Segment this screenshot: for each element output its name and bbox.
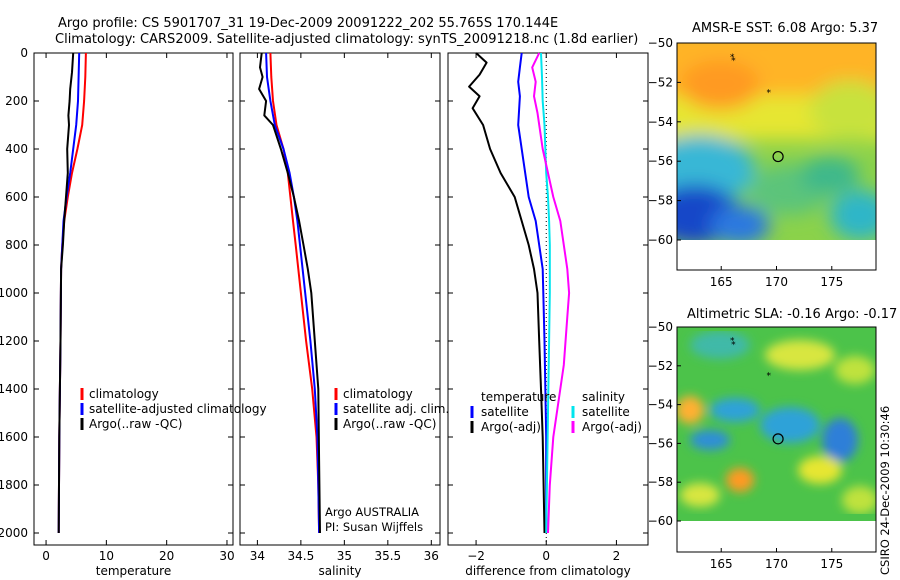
difference-series-temperature-satellite — [517, 52, 548, 533]
sst_map-track-marker: * — [767, 88, 772, 98]
difference-xlabel: difference from climatology — [465, 564, 631, 578]
salinity-series-argo-raw-qc — [258, 52, 321, 534]
salinity-series-satellite-adj-clim — [265, 52, 321, 534]
difference-xtick-label: 2 — [613, 549, 621, 563]
sla_map-track-marker: * — [731, 340, 736, 350]
temperature-xtick-label: 30 — [219, 549, 234, 563]
temperature-ytick-label: 0 — [20, 46, 28, 60]
salinity-xtick-label: 34 — [250, 549, 265, 563]
salinity-xtick-label: 36 — [424, 549, 439, 563]
sst_map-ytick-label: −60 — [648, 233, 673, 247]
sla-map-title: Altimetric SLA: -0.16 Argo: -0.17 — [687, 307, 897, 322]
temperature-ytick-label: 2000 — [0, 526, 28, 540]
difference-legend-group-title: temperature — [481, 390, 556, 404]
salinity-xtick-label: 35.5 — [374, 549, 401, 563]
sst_map-ytick-label: −54 — [648, 115, 673, 129]
sst_map-track-marker: * — [731, 57, 736, 67]
sst_map-xtick-label: 170 — [765, 275, 788, 289]
sla_map-profile-marker — [772, 433, 784, 445]
header-line2: Climatology: CARS2009. Satellite-adjuste… — [55, 32, 638, 47]
sla_map-ytick-label: −52 — [648, 359, 673, 373]
temperature-ytick-label: 1200 — [0, 334, 28, 348]
temperature-legend-label: satellite-adjusted climatology — [89, 402, 267, 416]
salinity-xtick-label: 34.5 — [288, 549, 315, 563]
sla_map-track-marker: * — [767, 372, 772, 382]
temperature-xtick-label: 0 — [42, 549, 50, 563]
sst_map-ytick-label: −58 — [648, 194, 673, 208]
header-line1: Argo profile: CS 5901707_31 19-Dec-2009 … — [58, 16, 558, 31]
salinity-legend-label: satellite adj. clim. — [343, 402, 449, 416]
pi-label: PI: Susan Wijffels — [325, 520, 423, 534]
temperature-ytick-label: 1400 — [0, 382, 28, 396]
temperature-legend-label: climatology — [89, 387, 159, 401]
argo-australia-label: Argo AUSTRALIA — [325, 505, 419, 519]
temperature-panel: 0 10 20 30 temperature 0 200 400 600 800 1000 1200 1… — [0, 46, 267, 578]
salinity-xtick-label: 35 — [337, 549, 352, 563]
difference-legend-label: satellite — [481, 405, 529, 419]
sla_map-ytick-label: −60 — [648, 514, 673, 528]
temperature-ytick-label: 1800 — [0, 478, 28, 492]
difference-legend-label: satellite — [582, 405, 630, 419]
difference-xtick-label: −2 — [467, 549, 485, 563]
difference-legend-label: Argo(-adj) — [582, 420, 642, 434]
sla_map-ytick-label: −54 — [648, 398, 673, 412]
temperature-ytick-label: 800 — [5, 238, 28, 252]
difference-axes-frame — [447, 52, 649, 546]
difference-series-salinity-argo-adj — [531, 52, 571, 534]
temperature-legend-label: Argo(..raw -QC) — [89, 417, 182, 431]
sla_map-xtick-label: 175 — [820, 557, 843, 571]
temperature-series-climatology — [57, 52, 87, 534]
sst-map-title: AMSR-E SST: 6.08 Argo: 5.37 — [692, 21, 878, 36]
sst_map-ytick-label: −56 — [648, 154, 673, 168]
sst-field — [677, 43, 876, 240]
salinity-xlabel: salinity — [318, 564, 361, 578]
temperature-xtick-label: 10 — [99, 549, 114, 563]
difference-legend-label: Argo(-adj) — [481, 420, 541, 434]
sla_map-ytick-label: −56 — [648, 436, 673, 450]
difference-series-temperature-argo-adj — [468, 52, 546, 534]
sla_map-xtick-label: 165 — [710, 557, 733, 571]
sla-field — [677, 327, 876, 521]
temperature-ytick-label: 600 — [5, 190, 28, 204]
difference-series-salinity-satellite — [540, 52, 551, 534]
temperature-axes-frame — [33, 52, 234, 546]
sst_map-track-marker: * — [730, 53, 735, 63]
sla_map-ytick-label: −58 — [648, 475, 673, 489]
sst_map-xtick-label: 165 — [710, 275, 733, 289]
sla_map-ytick-label: −50 — [648, 320, 673, 334]
temperature-ytick-label: 200 — [5, 94, 28, 108]
sla_map-xtick-label: 170 — [765, 557, 788, 571]
sla_map-track-marker: * — [730, 337, 735, 347]
salinity-series-climatology — [269, 52, 321, 534]
credit-label: CSIRO 24-Dec-2009 10:30:46 — [878, 406, 892, 575]
salinity-legend-label: Argo(..raw -QC) — [343, 417, 436, 431]
sst_map-profile-marker — [772, 150, 784, 163]
sst_map-xtick-label: 175 — [820, 275, 843, 289]
temperature-xtick-label: 20 — [159, 549, 174, 563]
salinity-legend-label: climatology — [343, 387, 413, 401]
sst_map-ytick-label: −52 — [648, 75, 673, 89]
temperature-ytick-label: 1600 — [0, 430, 28, 444]
salinity-panel: 34 34.5 35 35.5 36 salinity climatologysatelli… — [239, 52, 449, 578]
salinity-axes-frame — [239, 52, 441, 546]
temperature-ytick-label: 1000 — [0, 286, 28, 300]
temperature-xlabel: temperature — [96, 564, 171, 578]
difference-legend-group-title: salinity — [582, 390, 625, 404]
difference-xtick-label: 0 — [542, 549, 550, 563]
temperature-ytick-label: 400 — [5, 142, 28, 156]
temperature-series-argo-raw-qc — [57, 52, 75, 534]
sst_map-ytick-label: −50 — [648, 36, 673, 50]
